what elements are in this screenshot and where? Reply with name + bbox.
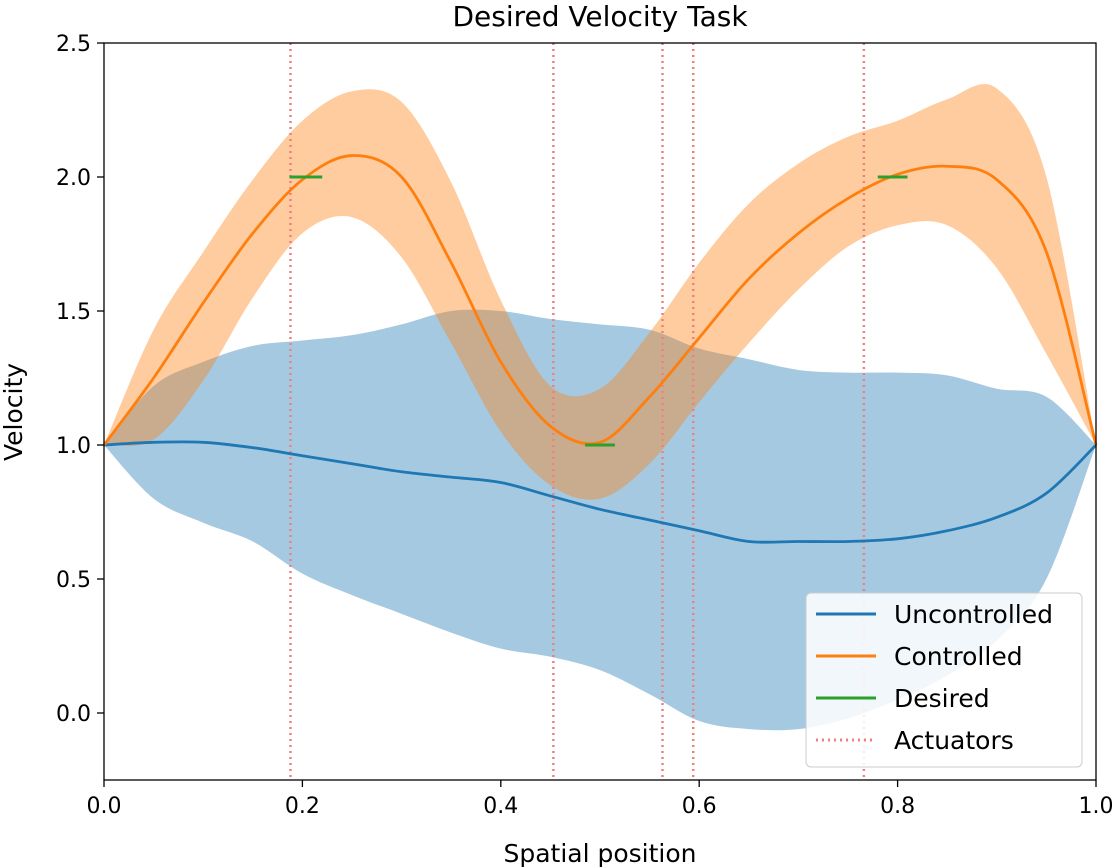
legend-box: [805, 592, 1083, 768]
x-axis-label: Spatial position: [503, 839, 696, 868]
y-tick-label-3: 1.5: [56, 300, 91, 325]
legend: Uncontrolled Controlled Desired Actuator…: [805, 592, 1083, 768]
x-tick-label-4: 0.8: [880, 794, 915, 819]
y-tick-label-5: 2.5: [56, 32, 91, 57]
x-tick-label-2: 0.4: [483, 794, 518, 819]
legend-label-uncontrolled: Uncontrolled: [894, 600, 1053, 629]
x-tick-label-5: 1.0: [1079, 794, 1114, 819]
y-tick-label-0: 0.0: [56, 702, 91, 727]
y-tick-label-1: 0.5: [56, 568, 91, 593]
axes-frame: [103, 42, 1097, 781]
y-axis-label: Velocity: [0, 363, 28, 461]
legend-label-desired: Desired: [894, 684, 990, 713]
x-tick-label-1: 0.2: [285, 794, 320, 819]
legend-label-controlled: Controlled: [894, 642, 1023, 671]
legend-label-actuators: Actuators: [894, 726, 1014, 755]
y-tick-label-4: 2.0: [56, 166, 91, 191]
axis-ticks: 0.0 0.2 0.4 0.6 0.8 1.0 0.0 0.5 1.0 1.5 2.0 2.5: [56, 32, 1114, 819]
line-uncontrolled: [103, 440, 1097, 544]
chart-title: Desired Velocity Task: [452, 0, 748, 33]
y-tick-label-2: 1.0: [56, 434, 91, 459]
line-controlled: [102, 154, 1098, 446]
x-tick-label-3: 0.6: [682, 794, 717, 819]
x-tick-label-0: 0.0: [87, 794, 122, 819]
band-controlled: [104, 84, 1096, 500]
